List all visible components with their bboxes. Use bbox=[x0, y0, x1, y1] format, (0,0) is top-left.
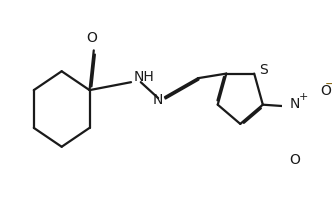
Text: O: O bbox=[87, 31, 98, 45]
Text: N: N bbox=[153, 93, 163, 107]
Text: N: N bbox=[290, 97, 300, 111]
Text: S: S bbox=[259, 63, 268, 77]
Text: O: O bbox=[290, 153, 300, 167]
Text: +: + bbox=[299, 92, 308, 102]
Text: NH: NH bbox=[133, 70, 154, 84]
Text: O: O bbox=[320, 84, 331, 98]
Text: −: − bbox=[325, 78, 332, 91]
